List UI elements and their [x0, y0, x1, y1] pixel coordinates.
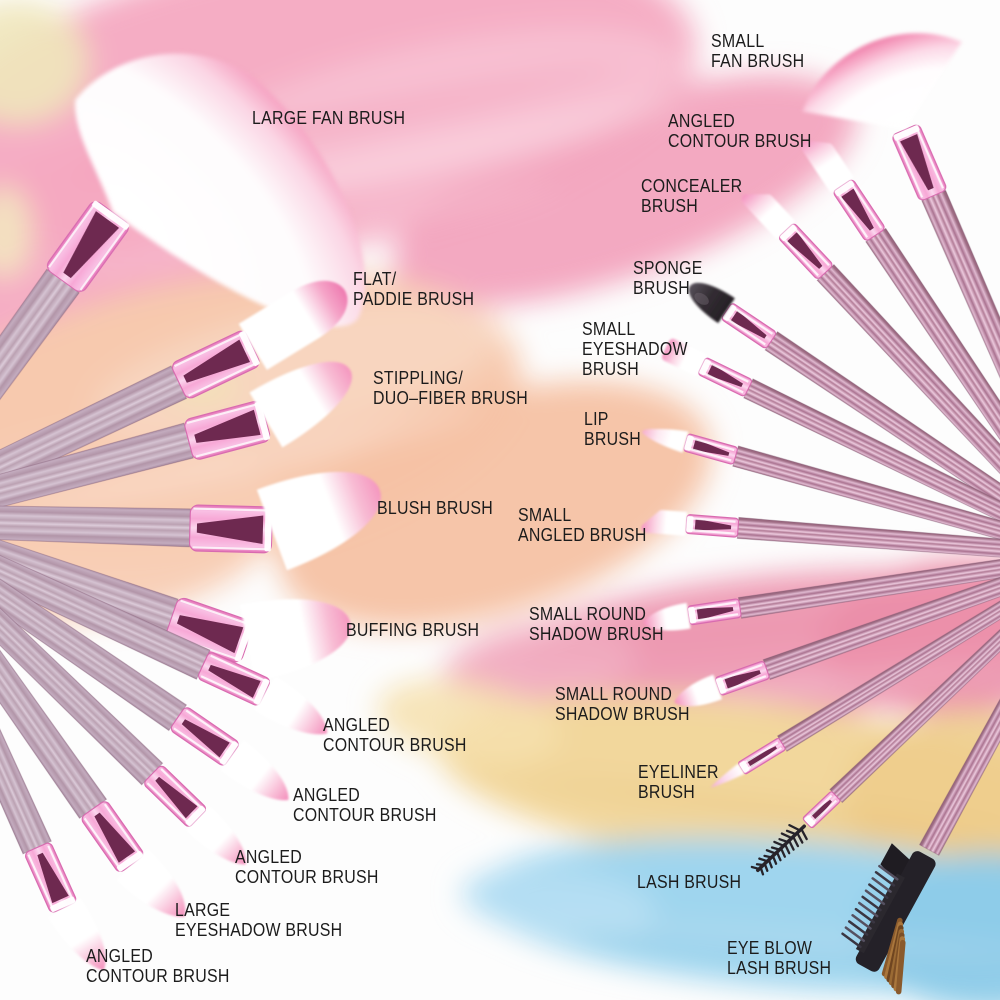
brush-angled-contour-mid-3: [0, 455, 246, 865]
brush-angled-contour-bottom: [0, 441, 106, 971]
flat-paddie-bristles: [238, 280, 348, 370]
brush-angled-contour-mid-2: [0, 464, 289, 801]
large-eyeshadow-ferrule: [81, 801, 144, 872]
angled-contour-mid-3-bristles: [186, 806, 246, 865]
large-fan-ferrule: [46, 200, 130, 292]
small-round-shadow-2-bristles: [674, 674, 723, 707]
blush-bristles: [256, 471, 381, 571]
small-round-shadow-1-ferrule: [687, 598, 742, 626]
eye-blow-lash-bristles: [841, 843, 936, 995]
angled-contour-mid-1-ferrule: [198, 652, 270, 706]
brush-eye-blow-lash: [841, 479, 1000, 995]
small-round-shadow-2-ferrule: [714, 660, 770, 696]
eye-blow-lash-handle: [918, 479, 1000, 856]
stippling-ferrule: [184, 400, 271, 460]
small-eyeshadow-ferrule: [698, 357, 752, 397]
brush-lash: [750, 494, 1000, 876]
brush-large-fan: [0, 53, 366, 595]
brush-stippling: [0, 361, 352, 555]
brush-small-fan: [802, 33, 1000, 634]
lash-ferrule: [802, 791, 841, 829]
angled-contour-bottom-bristles: [48, 897, 106, 971]
brush-angled-contour-right: [800, 140, 1000, 628]
brush-small-eyeshadow: [661, 338, 1000, 599]
lash-bristles: [750, 824, 808, 876]
lip-bristles: [642, 428, 689, 453]
concealer-ferrule: [778, 223, 833, 279]
brush-blush: [0, 471, 381, 571]
small-angled-ferrule: [685, 514, 740, 538]
angled-contour-right-bristles: [800, 140, 855, 193]
large-fan-bristles: [75, 53, 366, 327]
brush-small-angled: [641, 510, 1000, 570]
lip-ferrule: [683, 433, 738, 465]
angled-contour-bottom-ferrule: [25, 842, 77, 913]
brush-concealer: [741, 194, 1000, 621]
eyeliner-bristles: [710, 763, 745, 788]
brush-flat-paddie: [0, 280, 348, 568]
sponge-ferrule: [721, 303, 777, 349]
angled-contour-mid-3-ferrule: [144, 765, 207, 827]
eyeliner-ferrule: [738, 738, 786, 775]
small-fan-ferrule: [892, 124, 947, 201]
brush-angled-contour-mid-1: [0, 474, 328, 735]
stippling-bristles: [249, 361, 352, 448]
large-eyeshadow-bristles: [116, 848, 186, 917]
concealer-bristles: [741, 194, 796, 239]
small-eyeshadow-bristles: [661, 338, 707, 377]
buffing-bristles: [239, 599, 351, 682]
brush-large-eyeshadow: [0, 446, 186, 917]
angled-contour-right-ferrule: [833, 179, 885, 241]
angled-contour-mid-2-bristles: [220, 740, 289, 801]
blush-ferrule: [188, 504, 273, 554]
brush-small-round-shadow-1: [643, 534, 1000, 631]
brush-lip: [642, 428, 1000, 586]
brush-small-round-shadow-2: [674, 519, 1000, 707]
angled-contour-mid-2-ferrule: [170, 707, 239, 766]
small-angled-bristles: [641, 510, 688, 536]
angled-contour-mid-1-bristles: [254, 676, 328, 735]
small-fan-bristles: [802, 33, 962, 130]
brush-eyeliner: [710, 506, 1000, 788]
brush-sponge: [688, 282, 1000, 608]
flat-paddie-ferrule: [172, 330, 260, 399]
small-round-shadow-1-bristles: [643, 602, 691, 631]
sponge-bristles: [688, 282, 735, 324]
